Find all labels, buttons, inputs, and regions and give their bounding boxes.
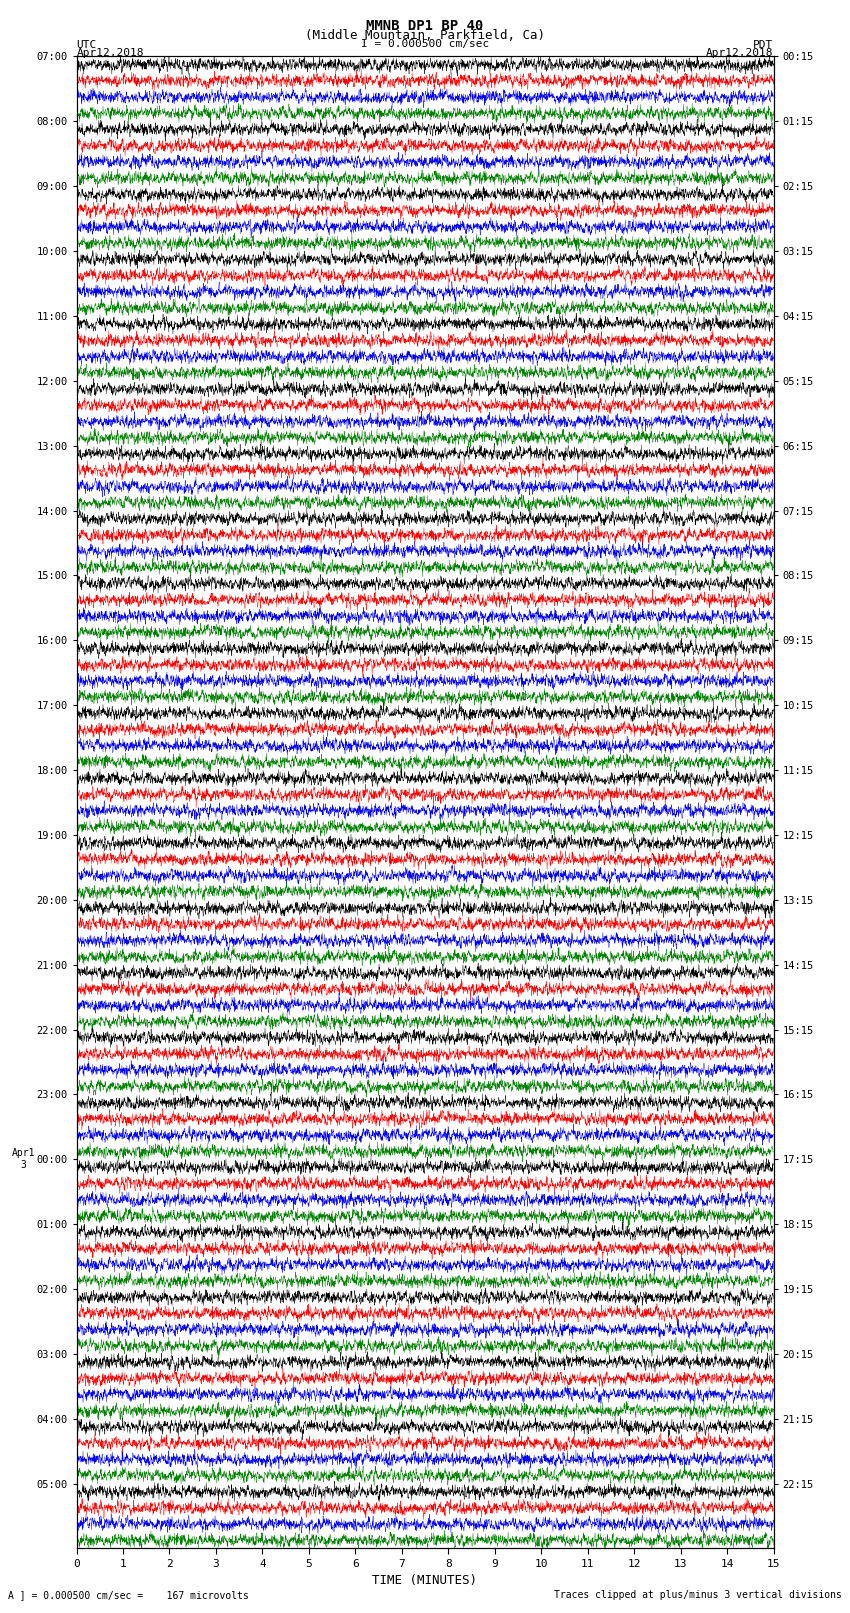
X-axis label: TIME (MINUTES): TIME (MINUTES) (372, 1574, 478, 1587)
Text: PDT: PDT (753, 40, 774, 50)
Text: MMNB DP1 BP 40: MMNB DP1 BP 40 (366, 19, 484, 34)
Text: A ] = 0.000500 cm/sec =    167 microvolts: A ] = 0.000500 cm/sec = 167 microvolts (8, 1590, 249, 1600)
Text: Apr1
3: Apr1 3 (12, 1148, 36, 1169)
Text: UTC: UTC (76, 40, 97, 50)
Text: (Middle Mountain, Parkfield, Ca): (Middle Mountain, Parkfield, Ca) (305, 29, 545, 42)
Text: Apr12,2018: Apr12,2018 (706, 48, 774, 58)
Text: Traces clipped at plus/minus 3 vertical divisions: Traces clipped at plus/minus 3 vertical … (553, 1590, 842, 1600)
Text: I = 0.000500 cm/sec: I = 0.000500 cm/sec (361, 39, 489, 48)
Text: Apr12,2018: Apr12,2018 (76, 48, 144, 58)
